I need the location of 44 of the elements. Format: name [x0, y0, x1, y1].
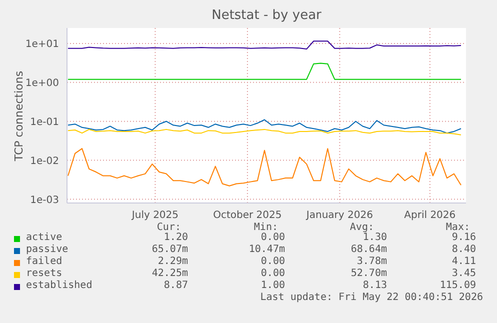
- text: Min:: [254, 222, 278, 233]
- text: 10.47m: [248, 244, 285, 255]
- text: Last update: Fri May 22 00:40:51 2026: [260, 292, 483, 303]
- text: 68.64m: [350, 244, 387, 255]
- text: 8.40: [452, 244, 476, 255]
- text: 42.25m: [152, 268, 188, 279]
- line-series: [68, 148, 462, 186]
- x-tick-label: July 2025: [130, 210, 179, 222]
- chart-title: Netstat - by year: [210, 8, 322, 23]
- y-tick-label: 1e+01: [25, 39, 59, 50]
- text: 2.29m: [158, 256, 188, 267]
- text: 65.07m: [152, 244, 188, 255]
- legend-label: active: [26, 232, 62, 243]
- legend-label: established: [26, 280, 92, 291]
- text: 4.11: [452, 256, 476, 267]
- text: 0.00: [260, 256, 285, 267]
- legend-label: passive: [26, 244, 68, 255]
- legend-label: failed: [26, 256, 62, 267]
- text: 8.87: [164, 280, 188, 291]
- text: Cur:: [156, 222, 181, 233]
- y-tick-label: 1e-01: [30, 116, 59, 128]
- y-axis-title: TCP connections: [12, 70, 26, 162]
- text: 1.20: [164, 232, 188, 243]
- y-tick-label: 1e+00: [25, 78, 59, 89]
- x-tick-label: October 2025: [213, 210, 282, 222]
- x-tick-label: April 2026: [404, 210, 456, 222]
- text: 0.00: [260, 268, 285, 279]
- y-tick-label: 1e-02: [30, 156, 59, 167]
- legend-label: resets: [26, 268, 62, 279]
- text: 8.13: [362, 280, 387, 291]
- text: 52.70m: [350, 268, 387, 279]
- text: 115.09: [440, 280, 476, 291]
- text: 3.45: [452, 268, 476, 279]
- x-tick-label: January 2026: [305, 210, 373, 222]
- line-series: [68, 40, 462, 50]
- text: 1.00: [260, 280, 285, 291]
- text: Max:: [446, 222, 470, 233]
- y-tick-label: 1e-03: [30, 194, 59, 206]
- text: Avg:: [350, 222, 374, 233]
- line-series: [68, 119, 462, 134]
- text: 9.16: [452, 232, 476, 243]
- text: 0.00: [260, 232, 285, 243]
- text: 3.78m: [356, 256, 387, 267]
- text: 1.30: [362, 232, 387, 243]
